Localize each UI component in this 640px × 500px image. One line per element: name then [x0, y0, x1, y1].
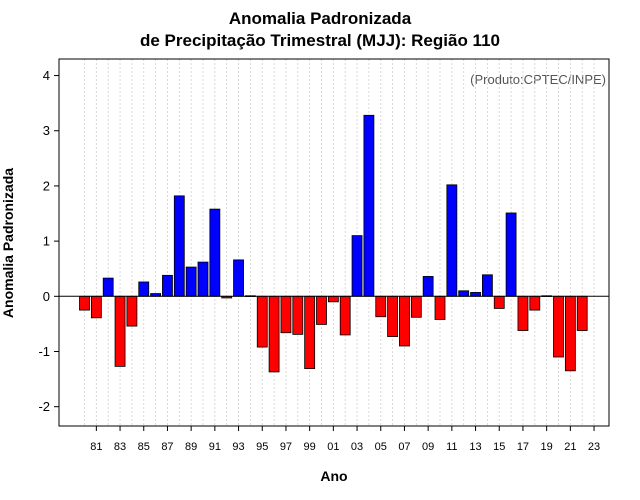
bar-2002 — [339, 295, 351, 336]
x-tick-label: 19 — [541, 441, 553, 453]
x-tick-label: 15 — [493, 441, 505, 453]
y-tick-label: 4 — [43, 68, 50, 83]
bar-1990 — [197, 261, 209, 297]
bar-2015 — [493, 295, 505, 309]
x-axis-label: Ano — [320, 468, 348, 484]
bar-2011 — [446, 184, 458, 297]
x-tick-label: 95 — [256, 441, 268, 453]
y-tick-label: 2 — [43, 178, 50, 193]
x-tick-label: 11 — [446, 441, 457, 453]
y-tick-label: 1 — [43, 234, 50, 249]
bar-2004 — [363, 114, 375, 297]
x-tick-label: 93 — [232, 441, 244, 453]
x-tick-label: 97 — [280, 441, 292, 453]
x-tick-label: 89 — [185, 441, 197, 453]
bar-2005 — [375, 295, 387, 318]
x-tick-label: 13 — [469, 441, 481, 453]
x-tick-label: 17 — [517, 441, 529, 453]
bar-2000 — [316, 295, 327, 325]
bar-1980 — [79, 295, 90, 311]
bar-2018 — [529, 295, 541, 311]
y-tick-label: -2 — [38, 399, 50, 414]
bar-2001 — [327, 295, 339, 303]
bar-2022 — [576, 295, 588, 331]
x-tick-label: 23 — [588, 441, 600, 453]
y-tick-label: 0 — [43, 289, 50, 304]
x-tick-label: 07 — [398, 441, 410, 453]
x-tick-label: 83 — [114, 441, 126, 453]
bar-1996 — [268, 295, 280, 373]
bar-1983 — [114, 295, 126, 367]
bar-2007 — [399, 295, 410, 347]
bar-2013 — [470, 292, 481, 297]
bar-2020 — [553, 295, 564, 358]
bar-2008 — [410, 295, 422, 318]
x-tick-label: 87 — [161, 441, 173, 453]
bar-1995 — [256, 295, 268, 348]
chart-title-line2: de Precipitação Trimestral (MJJ): Região… — [140, 31, 500, 50]
bar-2003 — [351, 235, 363, 297]
bar-1998 — [292, 295, 304, 335]
x-tick-label: 85 — [138, 441, 150, 453]
x-tick-label: 03 — [351, 441, 363, 453]
bar-2016 — [505, 212, 517, 297]
bar-1999 — [304, 295, 316, 370]
bar-2017 — [517, 295, 529, 331]
bar-1982 — [102, 277, 114, 297]
credit-text: (Produto:CPTEC/INPE) — [470, 72, 606, 87]
bar-2021 — [564, 295, 576, 372]
bar-1984 — [126, 295, 138, 327]
bar-2014 — [481, 274, 493, 297]
x-tick-label: 81 — [90, 441, 102, 453]
x-tick-label: 01 — [327, 441, 339, 453]
x-tick-label: 99 — [304, 441, 316, 453]
bar-2009 — [422, 276, 434, 297]
chart-title-line1: Anomalia Padronizada — [228, 9, 412, 28]
x-tick-label: 09 — [422, 441, 434, 453]
bar-2012 — [458, 290, 470, 297]
plot-border — [58, 58, 610, 427]
bar-1989 — [185, 266, 197, 297]
x-tick-label: 91 — [209, 441, 221, 453]
bar-1991 — [209, 208, 221, 297]
bar-1981 — [90, 295, 102, 319]
bar-1988 — [173, 195, 185, 297]
x-tick-label: 05 — [375, 441, 387, 453]
bar-1985 — [138, 281, 150, 297]
bar-1997 — [280, 295, 292, 334]
x-tick-label: 21 — [564, 441, 576, 453]
bar-2010 — [434, 295, 446, 320]
bar-1987 — [162, 274, 173, 297]
bar-1993 — [233, 259, 244, 297]
y-tick-label: -1 — [38, 344, 50, 359]
y-tick-label: 3 — [43, 123, 50, 138]
bar-2006 — [387, 295, 399, 337]
